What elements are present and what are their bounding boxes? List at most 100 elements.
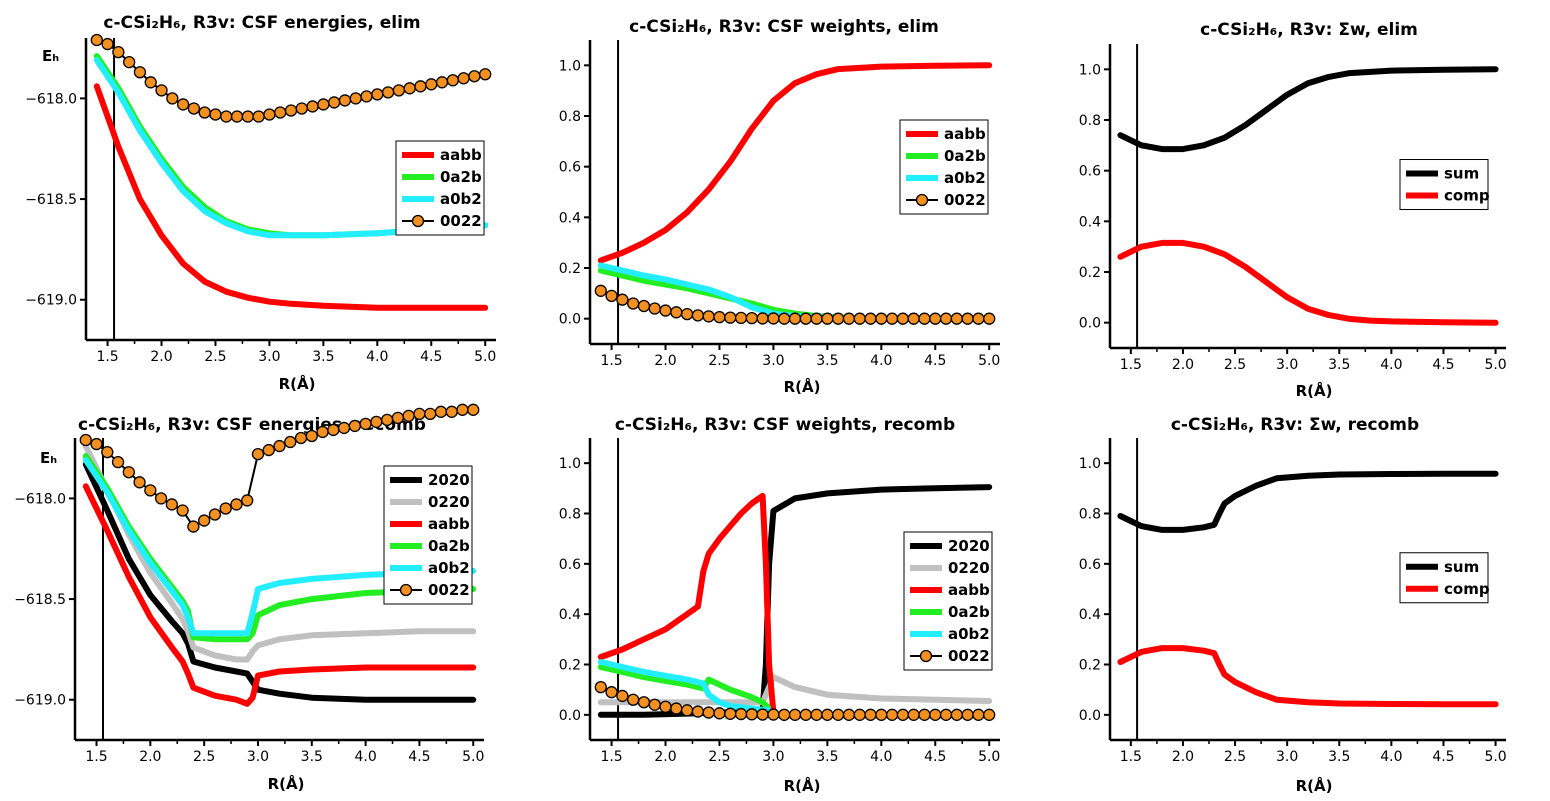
y-tick-label: 1.0	[559, 58, 581, 74]
y-tick-label: 0.6	[1079, 557, 1101, 573]
panel-title: c-CSi₂H₆, R3v: Σw, elim	[1200, 20, 1418, 40]
data-point-0022	[616, 293, 629, 306]
data-point-0022	[983, 708, 996, 721]
data-point-0022	[392, 84, 406, 97]
data-point-0022	[262, 443, 275, 457]
data-point-0022	[875, 312, 888, 325]
data-point-0022	[230, 498, 243, 511]
legend-box	[383, 465, 473, 605]
data-point-0022	[155, 84, 168, 97]
data-point-0022	[734, 311, 748, 325]
data-point-0022	[605, 686, 618, 699]
data-point-0022	[972, 312, 985, 325]
data-point-0022	[251, 447, 265, 461]
y-tick-label: 1.0	[1079, 456, 1101, 472]
data-point-0022	[446, 74, 459, 87]
y-tick-label: −619.0	[14, 693, 66, 709]
x-tick-label: 5.0	[978, 353, 1000, 369]
legend: aabb 0a2b a0b2 0022	[899, 119, 989, 215]
series-line-sum	[1117, 470, 1499, 533]
data-point-0022	[241, 494, 254, 507]
data-point-0022	[734, 707, 748, 721]
x-tick-label: 3.5	[312, 349, 334, 365]
data-point-0022	[983, 312, 996, 325]
y-tick-label: 0.0	[1079, 316, 1101, 332]
data-point-0022	[208, 508, 222, 521]
data-point-0022	[778, 708, 791, 721]
data-point-0022	[842, 312, 856, 325]
legend-label-0022: 0022	[944, 191, 986, 209]
data-point-0022	[79, 433, 92, 447]
data-point-0022	[875, 708, 888, 721]
data-point-0022	[317, 98, 330, 111]
data-point-0022	[284, 435, 297, 449]
data-point-0022	[799, 708, 812, 721]
legend-label-0a2b: 0a2b	[440, 168, 482, 186]
x-tick-label: 3.5	[301, 749, 323, 765]
data-point-0022	[594, 681, 607, 694]
x-tick-label: 5.0	[474, 349, 496, 365]
data-point-0022	[691, 705, 705, 718]
panel-sumw-recomb: c-CSi₂H₆, R3v: Σw, recomb R(Å) 1.5 2.0 2.5…	[1079, 415, 1507, 795]
x-tick-label: 4.0	[1380, 357, 1402, 373]
legend: 2020 0220 aabb 0a2b a0b2 0022	[903, 531, 993, 671]
y-tick-label: 1.0	[559, 456, 581, 472]
plot-area: 1.5 2.0 2.5 3.0 3.5 4.0 4.5 5.0 0.0 0.2 0.4 0.6 0.8 1…	[559, 438, 1000, 765]
data-point-0022	[648, 698, 661, 711]
data-point-0022	[788, 708, 802, 721]
legend: sum comp	[1399, 552, 1490, 604]
data-point-0022	[380, 413, 394, 427]
data-point-0022	[166, 92, 179, 105]
panel-sumw-elim: c-CSi₂H₆, R3v: Σw, elim R(Å) 1.5 2.0 2.5 3.…	[1079, 20, 1507, 400]
data-point-0022	[907, 312, 920, 325]
data-point-0022	[359, 417, 372, 431]
data-point-0022	[457, 72, 470, 85]
plot-area: 1.5 2.0 2.5 3.0 3.5 4.0 4.5 5.0 −618.0 −618.5 −619…	[14, 403, 484, 765]
data-point-0022	[230, 110, 244, 123]
x-tick-label: 4.5	[420, 349, 442, 365]
data-point-0022	[273, 439, 286, 453]
legend-box	[1399, 552, 1489, 604]
x-tick-label: 3.0	[762, 353, 784, 369]
data-point-0022	[627, 297, 640, 310]
data-point-0022	[605, 289, 618, 303]
data-point-0022	[680, 307, 694, 321]
data-point-0022	[337, 421, 351, 435]
data-point-0022	[241, 110, 254, 123]
data-point-0022	[165, 498, 179, 511]
y-tick-label: 0.2	[559, 658, 581, 674]
x-tick-label: 5.0	[1484, 749, 1506, 765]
legend-label-aabb: aabb	[944, 125, 986, 143]
data-point-0022	[90, 33, 103, 47]
data-point-0022	[767, 708, 780, 721]
data-point-0022	[381, 86, 395, 99]
data-point-0022	[328, 96, 341, 109]
legend-label-2020: 2020	[948, 537, 990, 555]
data-point-0022	[306, 100, 319, 113]
series-line-0220	[82, 443, 477, 663]
legend-label-a0b2: a0b2	[428, 559, 470, 577]
data-point-0022	[821, 708, 834, 721]
x-tick-label: 4.5	[1432, 749, 1454, 765]
series-line-a0b2	[82, 457, 477, 637]
data-point-0022	[778, 312, 791, 325]
x-tick-label: 5.0	[1484, 357, 1506, 373]
data-point-0022	[220, 110, 233, 123]
legend-label-0022: 0022	[428, 581, 470, 599]
y-tick-label: 0.8	[559, 109, 581, 125]
panel-weights-recomb: c-CSi₂H₆, R3v: CSF weights, recomb R(Å) …	[559, 415, 1001, 795]
x-tick-label: 2.5	[204, 349, 226, 365]
legend-marker-0022	[915, 193, 929, 207]
series-line-aabb	[82, 483, 477, 707]
series-line-comp	[1117, 645, 1499, 708]
y-tick-label: 0.0	[559, 312, 581, 328]
y-tick-label: 0.2	[1079, 265, 1101, 281]
series-line-aabb	[597, 492, 777, 716]
y-tick-label: 0.4	[1079, 607, 1101, 623]
legend-marker-0022	[919, 649, 933, 663]
x-tick-label: 2.0	[150, 349, 172, 365]
data-point-0022	[111, 456, 125, 469]
legend-marker-0022	[411, 214, 425, 228]
data-point-0022	[176, 98, 190, 111]
data-point-0022	[402, 409, 415, 423]
